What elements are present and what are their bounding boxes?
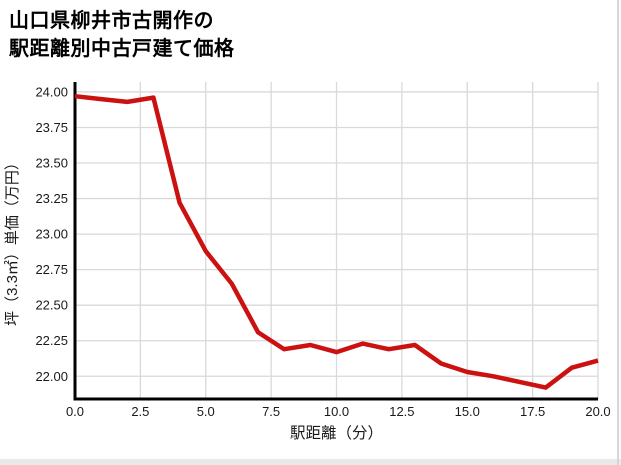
y-tick-label: 23.00 [35, 227, 68, 242]
y-axis-label: 坪（3.3㎡）単価（万円） [4, 155, 21, 326]
y-tick-label: 22.00 [35, 369, 68, 384]
x-tick-label: 7.5 [262, 404, 280, 419]
y-tick-label: 23.25 [35, 191, 68, 206]
x-tick-label: 0.0 [66, 404, 84, 419]
x-tick-label: 20.0 [585, 404, 610, 419]
x-tick-label: 17.5 [520, 404, 545, 419]
y-tick-label: 22.75 [35, 262, 68, 277]
x-tick-label: 10.0 [324, 404, 349, 419]
chart-title-line1: 山口県柳井市古開作の [9, 10, 214, 32]
y-tick-label: 23.75 [35, 120, 68, 135]
x-tick-label: 2.5 [131, 404, 149, 419]
x-tick-label: 12.5 [389, 404, 414, 419]
x-tick-label: 5.0 [197, 404, 215, 419]
price-data-line [74, 93, 599, 390]
y-tick-label: 24.00 [35, 84, 68, 99]
y-tick-label: 23.50 [35, 156, 68, 171]
bottom-edge-bar [0, 459, 621, 465]
x-axis-label: 駅距離（分） [290, 424, 383, 442]
chart-title-line2: 駅距離別中古戸建て価格 [9, 38, 235, 60]
y-tick-label: 22.25 [35, 333, 68, 348]
y-tick-label: 22.50 [35, 298, 68, 313]
window-right-edge [617, 0, 619, 465]
chart-title: 山口県柳井市古開作の 駅距離別中古戸建て価格 [9, 7, 235, 63]
x-tick-label: 15.0 [455, 404, 480, 419]
